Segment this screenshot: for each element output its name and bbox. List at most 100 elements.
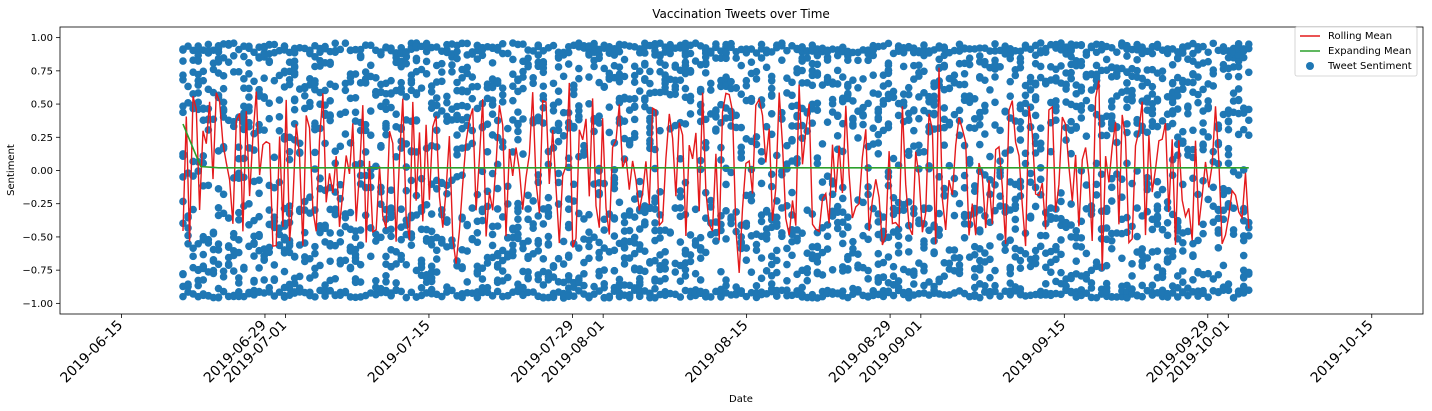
tweet-sentiment-point xyxy=(590,233,598,242)
tweet-sentiment-point xyxy=(209,228,218,237)
tweet-sentiment-point xyxy=(1047,268,1055,277)
tweet-sentiment-point xyxy=(326,229,334,237)
tweet-sentiment-point xyxy=(564,48,573,57)
tweet-sentiment-point xyxy=(1138,245,1147,253)
tweet-sentiment-point xyxy=(904,198,913,206)
tweet-sentiment-point xyxy=(666,228,675,237)
tweet-sentiment-point xyxy=(747,268,756,276)
tweet-sentiment-point xyxy=(539,220,548,228)
tweet-sentiment-point xyxy=(1026,73,1035,82)
tweet-sentiment-point xyxy=(1006,264,1015,272)
tweet-sentiment-point xyxy=(397,287,406,296)
tweet-sentiment-point xyxy=(747,97,756,105)
tweet-sentiment-point xyxy=(1067,117,1075,126)
tweet-sentiment-point xyxy=(569,292,578,301)
tweet-sentiment-point xyxy=(635,241,644,249)
tweet-sentiment-point xyxy=(701,248,710,257)
tweet-sentiment-point xyxy=(503,49,512,58)
tweet-sentiment-point xyxy=(422,201,431,209)
tweet-sentiment-point xyxy=(260,276,268,284)
tweet-sentiment-point xyxy=(1209,69,1218,78)
tweet-sentiment-point xyxy=(1189,276,1197,284)
tweet-sentiment-point xyxy=(184,224,192,232)
x-axis-label: Date xyxy=(729,394,753,405)
tweet-sentiment-point xyxy=(1036,242,1045,251)
tweet-sentiment-point xyxy=(245,58,253,67)
tweet-sentiment-point xyxy=(255,189,263,198)
tweet-sentiment-point xyxy=(1057,189,1065,197)
tweet-sentiment-point xyxy=(306,47,314,56)
tweet-sentiment-point xyxy=(996,192,1004,200)
tweet-sentiment-point xyxy=(509,70,517,78)
tweet-sentiment-point xyxy=(1031,202,1040,211)
tweet-sentiment-point xyxy=(331,205,340,213)
tweet-sentiment-point xyxy=(681,265,690,274)
tweet-sentiment-point xyxy=(519,84,527,93)
tweet-sentiment-point xyxy=(1077,41,1086,49)
tweet-sentiment-point xyxy=(488,292,497,300)
tweet-sentiment-point xyxy=(722,54,730,63)
tweet-sentiment-point xyxy=(849,97,857,105)
tweet-sentiment-point xyxy=(1224,144,1233,153)
tweet-sentiment-point xyxy=(676,76,685,85)
tweet-sentiment-point xyxy=(737,287,746,295)
tweet-sentiment-point xyxy=(224,260,233,268)
tweet-sentiment-point xyxy=(1133,115,1141,124)
tweet-sentiment-point xyxy=(813,243,822,252)
tweet-sentiment-point xyxy=(915,93,923,101)
tweet-sentiment-point xyxy=(646,79,654,88)
tweet-sentiment-point xyxy=(341,108,350,117)
tweet-sentiment-point xyxy=(1006,54,1015,63)
tweet-sentiment-point xyxy=(874,105,883,114)
tweet-sentiment-point xyxy=(1184,103,1192,112)
expanding-layer xyxy=(182,123,1249,169)
tweet-sentiment-point xyxy=(1244,105,1253,114)
tweet-sentiment-point xyxy=(1158,67,1167,75)
y-tick-label: −0.50 xyxy=(22,232,53,243)
tweet-sentiment-point xyxy=(270,76,279,85)
tweet-sentiment-point xyxy=(493,222,502,230)
tweet-sentiment-point xyxy=(524,273,532,281)
tweet-sentiment-point xyxy=(245,84,253,93)
tweet-sentiment-point xyxy=(331,82,340,91)
tweet-sentiment-point xyxy=(1239,236,1248,245)
tweet-sentiment-point xyxy=(1173,272,1182,280)
tweet-sentiment-point xyxy=(823,245,832,253)
tweet-sentiment-point xyxy=(752,282,761,290)
tweet-sentiment-point xyxy=(534,236,543,245)
tweet-sentiment-point xyxy=(595,271,603,280)
tweet-sentiment-point xyxy=(1077,61,1086,70)
tweet-sentiment-point xyxy=(910,280,918,288)
tweet-sentiment-point xyxy=(1214,121,1223,130)
tweet-sentiment-point xyxy=(1062,136,1070,144)
tweet-sentiment-point xyxy=(356,260,365,269)
tweet-sentiment-point xyxy=(1031,259,1040,268)
tweet-sentiment-point xyxy=(615,63,624,72)
tweet-sentiment-point xyxy=(1168,119,1177,128)
tweet-sentiment-point xyxy=(285,242,294,250)
tweet-sentiment-point xyxy=(651,256,659,265)
tweet-sentiment-point xyxy=(818,271,827,279)
tweet-sentiment-point xyxy=(798,229,806,237)
tweet-sentiment-point xyxy=(326,257,334,266)
tweet-sentiment-point xyxy=(1148,225,1157,234)
tweet-sentiment-point xyxy=(372,162,380,171)
tweet-sentiment-point xyxy=(1047,147,1055,156)
tweet-sentiment-point xyxy=(554,98,563,106)
tweet-sentiment-point xyxy=(864,266,872,275)
tweet-sentiment-point xyxy=(402,260,411,269)
tweet-sentiment-point xyxy=(635,278,644,286)
tweet-sentiment-point xyxy=(1194,73,1202,81)
tweet-sentiment-point xyxy=(194,281,203,290)
tweet-sentiment-point xyxy=(1052,242,1060,251)
tweet-sentiment-point xyxy=(722,207,730,215)
tweet-sentiment-point xyxy=(341,287,350,296)
tweet-sentiment-point xyxy=(1102,131,1111,140)
tweet-sentiment-point xyxy=(1133,204,1141,212)
tweet-sentiment-point xyxy=(331,39,340,48)
tweet-sentiment-point xyxy=(290,279,299,288)
tweet-sentiment-point xyxy=(519,40,527,48)
tweet-sentiment-point xyxy=(432,255,441,263)
tweet-sentiment-point xyxy=(859,103,867,112)
tweet-sentiment-point xyxy=(346,139,355,147)
